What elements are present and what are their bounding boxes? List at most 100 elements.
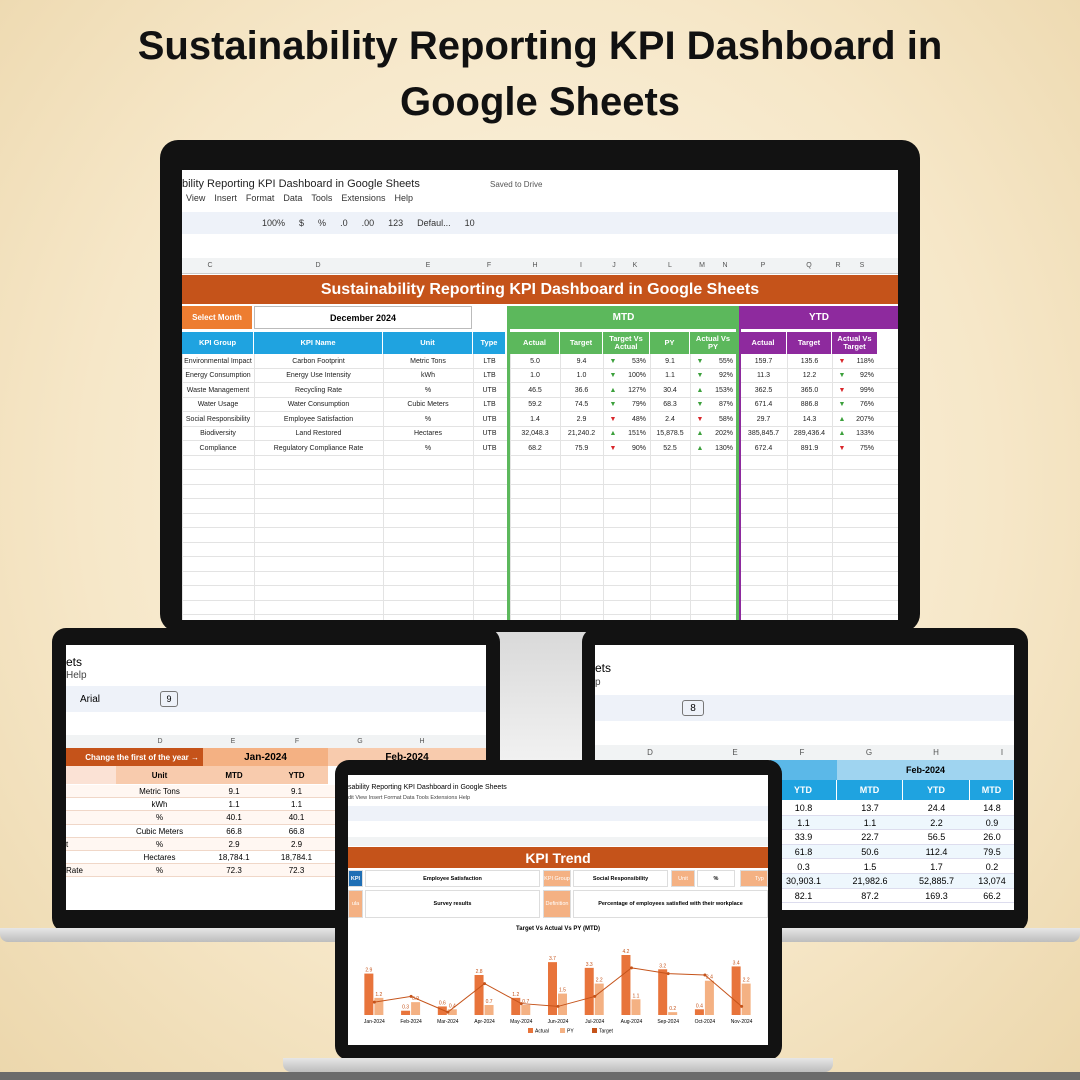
- column-letter: R: [835, 262, 841, 269]
- data-label: 3.2: [659, 963, 666, 969]
- column-letter: G: [865, 748, 873, 757]
- bar: [511, 997, 521, 1015]
- kpi-text: Energy Use Intensity: [286, 372, 351, 380]
- column-letter: C: [207, 262, 213, 269]
- kpi-value: 159.7: [754, 357, 773, 365]
- kpi-value: 74.5: [574, 401, 589, 409]
- month-header: Feb-2024: [837, 760, 1014, 780]
- kpi-value: 68.2: [528, 444, 542, 452]
- target-point: [519, 1002, 523, 1006]
- kpi-text: Cubic Meters: [407, 401, 449, 409]
- cell: 0.3: [797, 861, 810, 872]
- status-arrow: ▼: [838, 386, 846, 394]
- monitor-screen: [182, 170, 898, 620]
- percent: 151%: [628, 430, 646, 438]
- percent: 48%: [631, 415, 646, 423]
- value: %: [697, 870, 735, 887]
- x-tick-label: May-2024: [510, 1019, 532, 1025]
- kpi-text: Environmental Impact: [184, 357, 252, 365]
- menu-item[interactable]: Extensions: [341, 193, 386, 203]
- status-arrow: ▼: [696, 357, 704, 365]
- grid-col: [650, 354, 651, 620]
- grid-col: [473, 354, 474, 620]
- menu-item[interactable]: Data: [283, 193, 303, 203]
- banner: Sustainability Reporting KPI Dashboard i…: [182, 275, 898, 304]
- status-arrow: ▲: [609, 386, 617, 394]
- menu-item[interactable]: View: [186, 193, 206, 203]
- menu-item[interactable]: Help: [394, 193, 413, 203]
- column-letter: G: [357, 738, 363, 745]
- kpi-text: LTB: [483, 401, 496, 409]
- percent: 92%: [718, 372, 733, 380]
- value: Social Responsibility: [573, 870, 668, 887]
- column-letter: I: [1000, 748, 1004, 757]
- percent: 75%: [859, 444, 874, 452]
- target-point: [666, 972, 670, 976]
- menu-item[interactable]: 123: [388, 218, 404, 228]
- percent: 58%: [718, 415, 733, 423]
- kpi-text: LTB: [483, 357, 496, 365]
- grid-row: [182, 456, 898, 470]
- cell: Metric Tons: [139, 787, 180, 797]
- table-header: MTD: [970, 780, 1013, 800]
- menu-item[interactable]: 10: [464, 218, 475, 228]
- toolbar: [66, 686, 486, 712]
- menu-item[interactable]: .00: [361, 218, 375, 228]
- legend-swatch: [528, 1028, 533, 1033]
- menu-item[interactable]: %: [318, 218, 327, 228]
- bar: [474, 975, 484, 1015]
- kpi-text: Water Consumption: [287, 401, 350, 409]
- menu-item[interactable]: Tools: [311, 193, 333, 203]
- column-letter: F: [294, 738, 300, 745]
- bar: [731, 966, 741, 1015]
- table-header: Target: [560, 332, 602, 354]
- cell: kWh: [151, 800, 168, 810]
- grid-row: [182, 369, 898, 383]
- grid-row: [182, 586, 898, 601]
- month-dropdown: December 2024: [254, 306, 472, 329]
- data-label: 0.7: [486, 999, 493, 1005]
- grid-row: [770, 859, 1014, 874]
- bar: [437, 1006, 447, 1015]
- column-letter: P: [760, 262, 766, 269]
- kpi-value: 1.0: [576, 372, 587, 380]
- menu-item[interactable]: Format: [245, 193, 275, 203]
- grid-row: [770, 844, 1014, 860]
- grid-row: [182, 412, 898, 427]
- menu-item[interactable]: Defaul...: [417, 218, 451, 228]
- grid-row: [182, 427, 898, 441]
- label: Definition: [543, 890, 571, 918]
- status-arrow: ▼: [696, 415, 704, 423]
- bar: [594, 983, 604, 1015]
- cell: 24.4: [927, 803, 946, 814]
- bar: [521, 1005, 531, 1015]
- grid-row: [182, 572, 898, 586]
- column-letter: E: [425, 262, 431, 269]
- menu-item[interactable]: .0: [340, 218, 348, 228]
- menu-item[interactable]: 100%: [262, 218, 286, 228]
- grid-row: [770, 874, 1014, 889]
- data-label: 3.4: [733, 960, 740, 966]
- column-letter: I: [580, 262, 582, 269]
- grid-row: [182, 514, 898, 528]
- grid-col: [383, 354, 384, 620]
- cell: 18,784.1: [218, 853, 250, 863]
- percent: 127%: [628, 386, 646, 394]
- table-header: Actual: [740, 332, 786, 354]
- kpi-text: LTB: [483, 372, 496, 380]
- cell: Hectares: [143, 853, 176, 863]
- toolbar: [595, 695, 1014, 721]
- kpi-value: 15,878.5: [656, 430, 684, 438]
- kpi-text: %: [424, 444, 432, 452]
- kpi-text: UTB: [482, 444, 497, 452]
- cell: %: [155, 866, 164, 876]
- kpi-value: 891.9: [800, 444, 819, 452]
- kpi-text: Biodiversity: [200, 430, 236, 438]
- status-arrow: ▲: [696, 386, 704, 394]
- menu-item[interactable]: Insert: [214, 193, 237, 203]
- menu-item[interactable]: $: [299, 218, 305, 228]
- cell: 66.8: [288, 826, 305, 836]
- kpi-text: Water Usage: [197, 401, 239, 409]
- percent: 92%: [859, 372, 874, 380]
- column-letter: D: [647, 748, 653, 757]
